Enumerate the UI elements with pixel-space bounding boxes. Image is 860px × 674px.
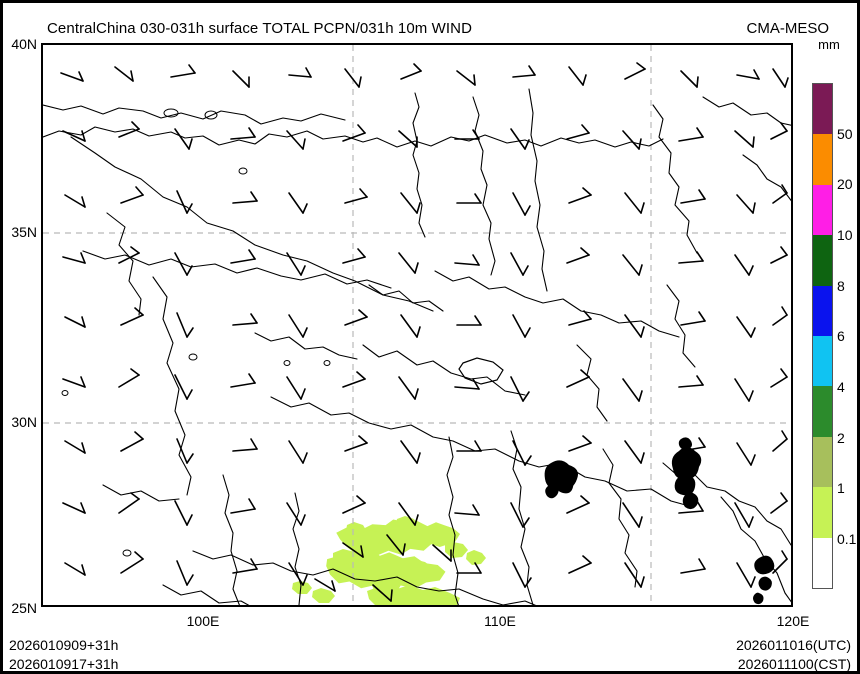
x-axis-label-100e: 100E bbox=[186, 613, 220, 629]
x-axis-label-110e: 110E bbox=[484, 613, 516, 629]
y-axis-label-35n: 35N bbox=[11, 224, 37, 240]
colorbar-segment-4 bbox=[813, 285, 832, 336]
colorbar-segment-6 bbox=[813, 386, 832, 437]
colorbar-segment-3 bbox=[813, 235, 832, 286]
page-title: CentralChina 030-031h surface TOTAL PCPN… bbox=[47, 20, 473, 37]
colorbar-tick-2: 2 bbox=[837, 430, 845, 446]
colorbar-tick-0.1: 0.1 bbox=[837, 531, 857, 547]
colorbar-segment-5 bbox=[813, 335, 832, 387]
colorbar-unit-label: mm bbox=[818, 37, 840, 52]
colorbar-tick-10: 10 bbox=[837, 227, 853, 243]
precipitation-shading bbox=[292, 516, 486, 605]
colorbar-segment-9 bbox=[813, 537, 832, 588]
x-axis-label-120e: 120E bbox=[776, 613, 810, 629]
colorbar-tick-8: 8 bbox=[837, 278, 845, 294]
colorbar-segment-0 bbox=[813, 84, 832, 135]
colorbar-tick-20: 20 bbox=[837, 176, 853, 192]
y-axis-label-30n: 30N bbox=[11, 414, 37, 430]
colorbar-segment-2 bbox=[813, 184, 832, 236]
colorbar-tick-1: 1 bbox=[837, 480, 845, 496]
colorbar-tick-6: 6 bbox=[837, 328, 845, 344]
footer-init-utc: 2026010909+31h bbox=[9, 637, 119, 653]
model-label: CMA-MESO bbox=[746, 20, 830, 37]
map-svg bbox=[43, 45, 791, 605]
footer-valid-utc: 2026011016(UTC) bbox=[736, 637, 851, 653]
colorbar-segment-8 bbox=[813, 487, 832, 538]
footer-valid-cst: 2026011100(CST) bbox=[737, 656, 851, 672]
administrative-boundaries bbox=[43, 88, 791, 605]
lake-outline-small bbox=[61, 108, 331, 557]
colorbar-tick-4: 4 bbox=[837, 379, 845, 395]
colorbar-segment-1 bbox=[813, 134, 832, 185]
lakes bbox=[458, 357, 564, 477]
footer-init-cst: 2026010917+31h bbox=[9, 656, 119, 672]
map-plot-area bbox=[41, 43, 793, 607]
y-axis-label-25n: 25N bbox=[11, 600, 37, 616]
y-axis-label-40n: 40N bbox=[11, 36, 37, 52]
colorbar-tick-50: 50 bbox=[837, 126, 853, 142]
lake-fill bbox=[544, 437, 775, 605]
wind-barbs bbox=[60, 62, 789, 602]
colorbar[interactable] bbox=[812, 83, 833, 589]
colorbar-segment-7 bbox=[813, 436, 832, 488]
